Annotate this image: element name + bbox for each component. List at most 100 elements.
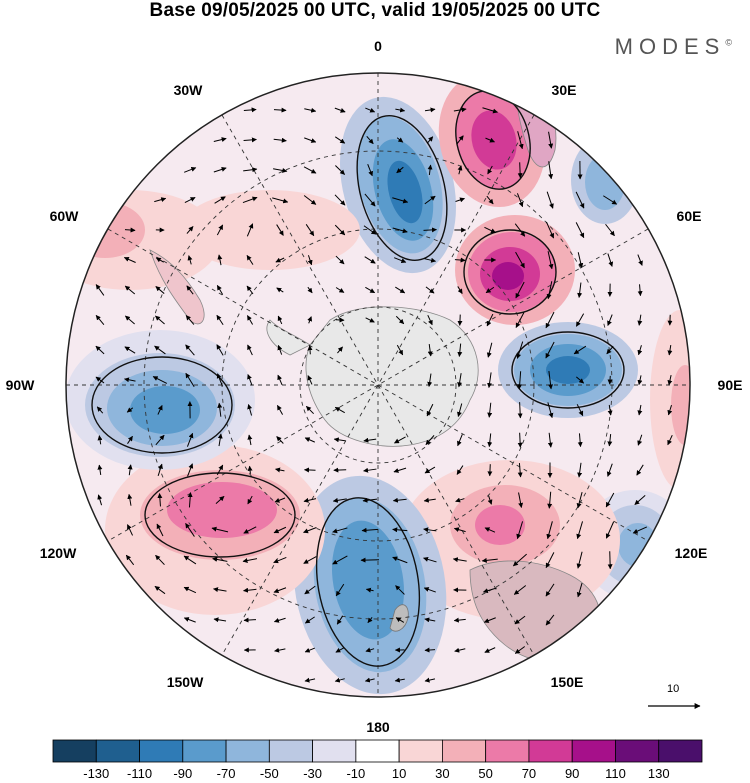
- longitude-label-90e: 90E: [717, 377, 743, 393]
- wind-vector-arrow: [392, 556, 408, 564]
- wind-vector-arrow: [545, 614, 555, 626]
- wind-vector-arrow: [667, 435, 673, 446]
- wind-vector-arrow: [575, 376, 585, 384]
- wind-vector-arrow: [452, 557, 467, 563]
- wind-vector-arrow: [392, 197, 409, 204]
- brand-copyright-mark: ©: [725, 37, 732, 48]
- longitude-label-150e: 150E: [550, 674, 584, 690]
- colorbar-tick-label: -90: [173, 766, 193, 781]
- wind-vector-arrow: [512, 553, 527, 567]
- colorbar-swatch: [441, 739, 487, 763]
- wind-vector-arrow: [456, 465, 464, 475]
- wind-vector-arrow: [425, 286, 435, 294]
- wind-vector-arrow: [307, 345, 313, 355]
- wind-vector-arrow: [577, 433, 583, 448]
- wind-vector-arrow: [603, 195, 618, 205]
- wind-vector-arrow: [547, 402, 554, 419]
- wind-vector-arrow: [247, 495, 253, 505]
- wind-vector-arrow: [214, 196, 226, 204]
- wind-vector-arrow: [187, 492, 193, 508]
- wind-vector-arrow: [154, 197, 167, 203]
- wind-vector-arrow: [424, 617, 436, 623]
- wind-vector-arrow: [481, 557, 498, 563]
- wind-vector-arrow: [277, 344, 283, 355]
- wind-vector-arrow: [637, 434, 643, 446]
- wind-vector-arrow: [243, 107, 257, 113]
- wind-vector-arrow: [242, 558, 258, 563]
- wind-vector-arrow: [243, 137, 257, 143]
- wind-vector-arrow: [242, 196, 258, 204]
- colorbar-tick-label: -30: [303, 766, 322, 781]
- wind-vector-arrow: [577, 252, 584, 269]
- wind-vector-arrow: [215, 495, 225, 505]
- wind-vector-arrow: [637, 404, 643, 416]
- wind-vector-arrow: [605, 521, 615, 539]
- wind-vectors: [95, 107, 673, 683]
- wind-vector-arrow: [365, 107, 376, 113]
- colorbar-swatch: [571, 739, 616, 763]
- wind-vector-arrow: [607, 253, 614, 267]
- wind-vector-arrow: [364, 193, 376, 207]
- wind-vector-arrow: [273, 587, 287, 594]
- wind-vector-arrow: [217, 254, 223, 266]
- wind-vector-arrow: [303, 497, 317, 503]
- colorbar: [52, 739, 703, 763]
- wind-vector-arrow: [216, 224, 224, 236]
- wind-vector-arrow: [154, 345, 166, 355]
- colorbar-swatch: [52, 739, 97, 763]
- wind-vector-arrow: [548, 131, 554, 149]
- colorbar-tick-label: 130: [647, 766, 670, 781]
- wind-vector-arrow: [424, 677, 436, 683]
- wind-vector-arrow: [547, 251, 554, 270]
- wind-vector-arrow: [334, 136, 346, 144]
- wind-vector-arrow: [396, 344, 404, 356]
- wind-vector-arrow: [457, 343, 463, 357]
- wind-vector-arrow: [365, 647, 375, 653]
- wind-vector-arrow: [305, 224, 315, 237]
- wind-vector-arrow: [185, 315, 195, 325]
- wind-vector-arrow: [667, 375, 673, 386]
- wind-vector-arrow: [155, 286, 165, 294]
- wind-vector-arrow: [367, 163, 373, 177]
- wind-vector-arrow: [155, 257, 164, 263]
- wind-vector-arrow: [395, 286, 406, 294]
- wind-vector-arrow: [217, 433, 223, 447]
- colorbar-tick-label: 30: [435, 766, 450, 781]
- wind-vector-arrow: [273, 526, 287, 534]
- wind-vector-arrow: [394, 436, 406, 444]
- wind-vector-arrow: [304, 585, 316, 595]
- wind-vector-arrow: [423, 587, 436, 593]
- wind-vector-arrow: [576, 551, 583, 569]
- wind-vector-arrow: [427, 164, 433, 176]
- wind-vector-arrow: [335, 287, 345, 293]
- wind-vector-arrow: [575, 191, 585, 209]
- wind-vector-arrow: [394, 677, 405, 683]
- wind-vector-arrow: [307, 375, 313, 385]
- wind-vector-arrow: [276, 224, 284, 236]
- wind-vector-arrow: [247, 374, 253, 386]
- brand-logo: MODES©: [615, 34, 732, 60]
- wind-vector-arrow: [335, 255, 345, 265]
- wind-vector-arrow: [334, 107, 346, 113]
- wind-vector-arrow: [303, 556, 317, 564]
- wind-vector-arrow: [97, 494, 103, 506]
- wind-vector-arrow: [483, 617, 496, 623]
- wind-vector-arrow: [304, 137, 317, 143]
- wind-vector-arrow: [332, 527, 348, 534]
- wind-vector-arrow: [157, 404, 163, 415]
- colorbar-swatch: [658, 739, 703, 763]
- wind-vector-arrow: [334, 224, 346, 236]
- wind-vector-arrow: [213, 167, 227, 173]
- wind-vector-arrow: [367, 617, 373, 624]
- wind-vector-arrow: [154, 585, 166, 595]
- wind-vector-arrow: [243, 617, 257, 623]
- wind-vector-arrow: [425, 435, 435, 445]
- wind-vector-arrow: [216, 314, 224, 326]
- wind-vector-arrow: [126, 524, 134, 536]
- wind-vector-arrow: [484, 527, 496, 533]
- longitude-label-180: 180: [366, 719, 390, 735]
- wind-vector-arrow: [217, 402, 223, 417]
- wind-vector-arrow: [546, 191, 554, 209]
- wind-vector-arrow: [427, 373, 433, 387]
- wind-vector-arrow: [607, 434, 613, 447]
